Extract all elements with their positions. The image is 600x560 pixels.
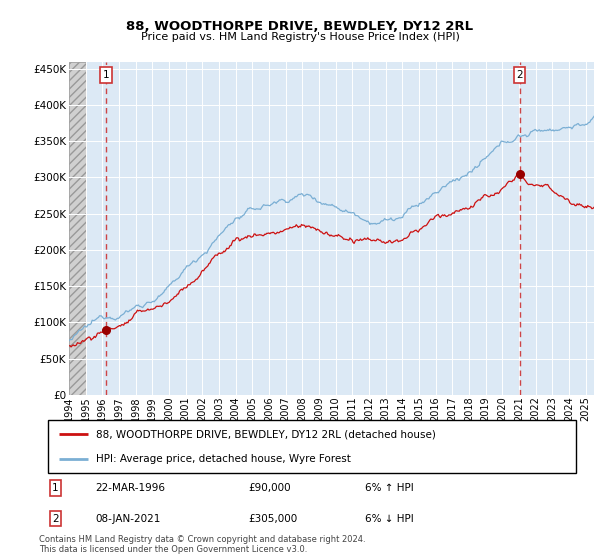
Text: £305,000: £305,000 <box>248 514 298 524</box>
Text: 2: 2 <box>52 514 59 524</box>
Bar <box>69 62 86 395</box>
Text: HPI: Average price, detached house, Wyre Forest: HPI: Average price, detached house, Wyre… <box>95 454 350 464</box>
Text: 6% ↓ HPI: 6% ↓ HPI <box>365 514 413 524</box>
Text: 22-MAR-1996: 22-MAR-1996 <box>95 483 166 493</box>
Text: Price paid vs. HM Land Registry's House Price Index (HPI): Price paid vs. HM Land Registry's House … <box>140 32 460 42</box>
Text: Contains HM Land Registry data © Crown copyright and database right 2024.
This d: Contains HM Land Registry data © Crown c… <box>39 535 365 554</box>
Text: 1: 1 <box>103 70 109 80</box>
Text: 6% ↑ HPI: 6% ↑ HPI <box>365 483 413 493</box>
Text: 08-JAN-2021: 08-JAN-2021 <box>95 514 161 524</box>
Text: £90,000: £90,000 <box>248 483 291 493</box>
Text: 88, WOODTHORPE DRIVE, BEWDLEY, DY12 2RL (detached house): 88, WOODTHORPE DRIVE, BEWDLEY, DY12 2RL … <box>95 430 436 440</box>
Bar <box>69 62 86 395</box>
Text: 1: 1 <box>52 483 59 493</box>
Text: 2: 2 <box>516 70 523 80</box>
Text: 88, WOODTHORPE DRIVE, BEWDLEY, DY12 2RL: 88, WOODTHORPE DRIVE, BEWDLEY, DY12 2RL <box>127 20 473 32</box>
